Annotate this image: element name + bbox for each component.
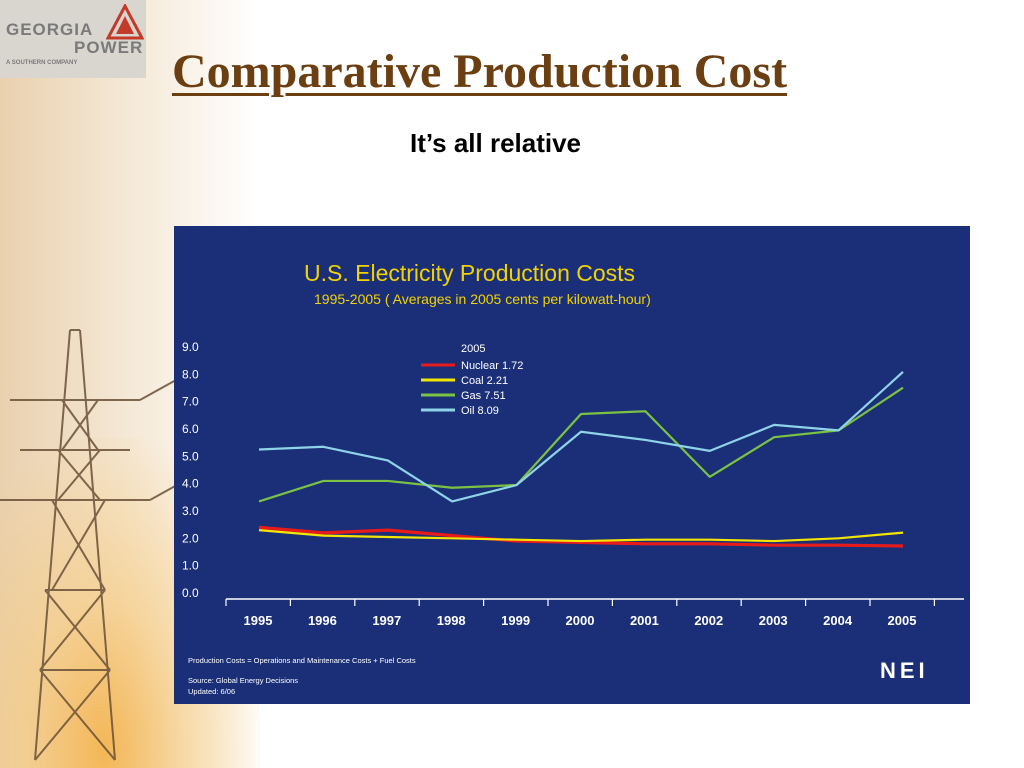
legend-label: Gas 7.51 [461,390,506,402]
footnote-updated: Updated: 6/06 [188,687,235,696]
x-tick-label: 2001 [630,613,659,628]
series-line [258,525,904,548]
x-axis: 1995 1996 1997 1998 1999 2000 2001 2002 2003 2004… [225,598,964,628]
footnote-source: Source: Global Energy Decisions [188,676,298,685]
y-tick-label: 9.0 [182,340,199,354]
x-tick-label: 1999 [501,613,530,628]
line-chart: U.S. Electricity Production Costs 1995-2… [182,260,964,696]
x-tick-label: 1996 [308,613,337,628]
legend-label: Coal 2.21 [461,375,508,387]
nei-logo: NEI [880,658,929,683]
logo-line1: GEORGIA [6,20,94,39]
series-line [258,371,904,503]
legend-label: Nuclear 1.72 [461,360,523,372]
page-subtitle: It’s all relative [410,128,582,158]
x-tick-label: 1995 [244,613,273,628]
chart-panel: U.S. Electricity Production Costs 1995-2… [174,226,970,704]
y-tick-label: 2.0 [182,531,199,545]
x-tick-label: 2003 [759,613,788,628]
logo-line3: A SOUTHERN COMPANY [6,60,78,66]
x-tick-label: 2004 [823,613,853,628]
page-title: Comparative Production Cost [172,45,788,98]
series-line [258,529,904,543]
logo-line2: POWER [74,38,144,57]
y-tick-label: 6.0 [182,422,199,436]
series-lines [258,371,904,548]
chart-subtitle: 1995-2005 ( Averages in 2005 cents per k… [314,291,651,307]
x-tick-label: 1998 [437,613,466,628]
y-tick-label: 3.0 [182,504,199,518]
y-tick-label: 1.0 [182,559,199,573]
x-tick-label: 2002 [694,613,723,628]
series-line [258,386,904,503]
legend-label: Oil 8.09 [461,405,499,417]
y-tick-label: 0.0 [182,586,199,600]
logo-triangle-icon [106,4,144,40]
y-axis: 0.0 1.0 2.0 3.0 4.0 5.0 6.0 7.0 8.0 9.0 [182,340,199,600]
x-tick-label: 2000 [566,613,595,628]
legend-title: 2005 [461,343,485,355]
footnote-definition: Production Costs = Operations and Mainte… [188,656,416,665]
x-tick-label: 1997 [372,613,401,628]
y-tick-label: 5.0 [182,449,199,463]
chart-legend: 2005 Nuclear 1.72 Coal 2.21 Gas 7.51 Oil 8.0… [421,343,523,417]
y-tick-label: 7.0 [182,395,199,409]
georgia-power-logo: GEORGIA POWER A SOUTHERN COMPANY [0,0,146,78]
y-tick-label: 8.0 [182,367,199,381]
y-tick-label: 4.0 [182,477,199,491]
chart-title: U.S. Electricity Production Costs [304,260,635,286]
x-tick-label: 2005 [888,613,917,628]
